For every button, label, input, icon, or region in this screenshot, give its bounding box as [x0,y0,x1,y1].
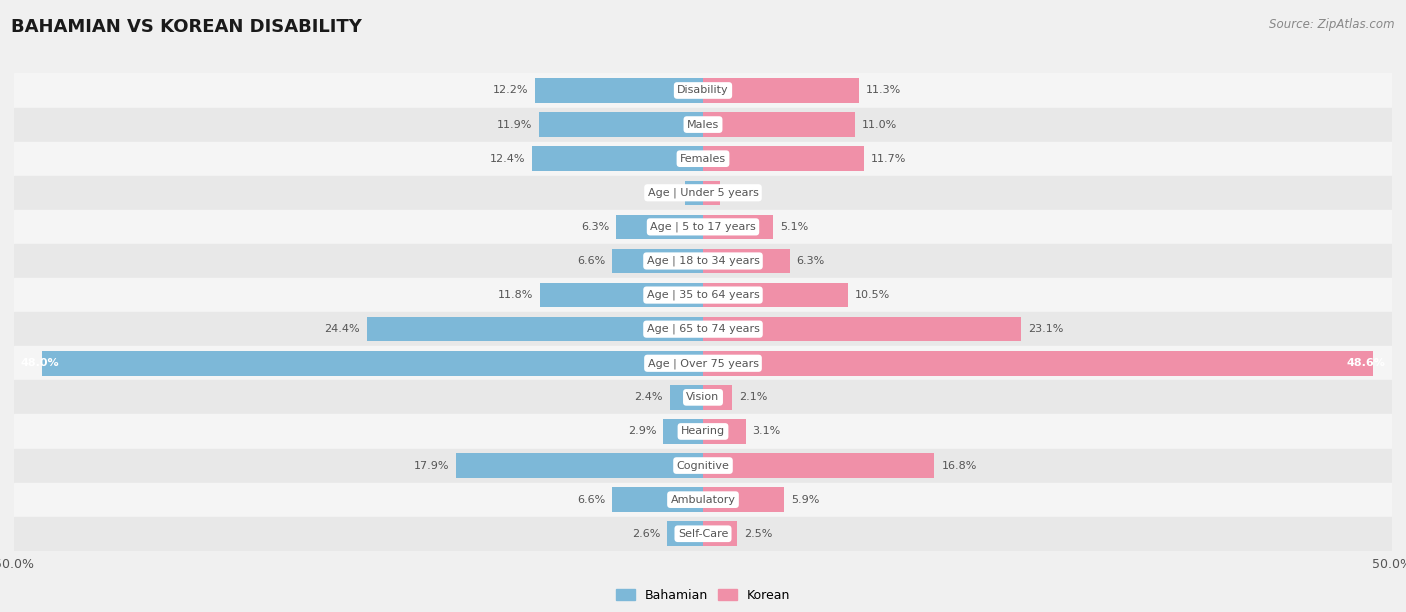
Bar [685,181,703,205]
Text: 2.4%: 2.4% [634,392,664,402]
Bar [14,108,1392,141]
Text: 2.6%: 2.6% [631,529,661,539]
Text: Females: Females [681,154,725,163]
Text: Age | 65 to 74 years: Age | 65 to 74 years [647,324,759,334]
Text: Age | Over 75 years: Age | Over 75 years [648,358,758,368]
Text: 23.1%: 23.1% [1028,324,1063,334]
Bar [703,419,745,444]
Bar [14,414,1392,449]
Bar [703,385,733,409]
Bar [612,248,703,273]
Text: 48.6%: 48.6% [1346,358,1385,368]
Text: Self-Care: Self-Care [678,529,728,539]
Bar [703,78,859,103]
Bar [703,113,855,137]
Text: BAHAMIAN VS KOREAN DISABILITY: BAHAMIAN VS KOREAN DISABILITY [11,18,363,36]
Text: 2.5%: 2.5% [744,529,773,539]
Bar [703,453,935,478]
Text: 3.1%: 3.1% [752,427,780,436]
Text: Age | 35 to 64 years: Age | 35 to 64 years [647,290,759,300]
Text: 17.9%: 17.9% [413,461,450,471]
Text: 11.0%: 11.0% [862,119,897,130]
Text: Age | 5 to 17 years: Age | 5 to 17 years [650,222,756,232]
Bar [14,483,1392,517]
Text: 48.0%: 48.0% [21,358,59,368]
Bar [14,141,1392,176]
Bar [668,521,703,546]
Text: Disability: Disability [678,86,728,95]
Text: 16.8%: 16.8% [942,461,977,471]
Bar [14,517,1392,551]
Bar [14,176,1392,210]
Bar [14,346,1392,380]
Bar [703,181,720,205]
Bar [616,215,703,239]
Text: 10.5%: 10.5% [855,290,890,300]
Bar [42,351,703,376]
Text: 2.1%: 2.1% [738,392,768,402]
Text: 5.1%: 5.1% [780,222,808,232]
Bar [14,312,1392,346]
Text: 12.4%: 12.4% [489,154,526,163]
Bar [540,283,703,307]
Text: 6.6%: 6.6% [576,256,605,266]
Bar [531,146,703,171]
Bar [703,351,1372,376]
Bar [538,113,703,137]
Bar [534,78,703,103]
Bar [703,146,865,171]
Text: 12.2%: 12.2% [492,86,529,95]
Bar [664,419,703,444]
Bar [457,453,703,478]
Text: Males: Males [688,119,718,130]
Text: 2.9%: 2.9% [627,427,657,436]
Text: Age | Under 5 years: Age | Under 5 years [648,187,758,198]
Text: 1.2%: 1.2% [727,188,755,198]
Bar [703,283,848,307]
Bar [14,380,1392,414]
Text: 6.3%: 6.3% [797,256,825,266]
Bar [14,210,1392,244]
Text: Ambulatory: Ambulatory [671,494,735,505]
Text: 11.9%: 11.9% [496,119,531,130]
Bar [669,385,703,409]
Bar [703,521,738,546]
Text: 6.6%: 6.6% [576,494,605,505]
Bar [14,449,1392,483]
Text: Age | 18 to 34 years: Age | 18 to 34 years [647,256,759,266]
Text: 5.9%: 5.9% [792,494,820,505]
Text: Cognitive: Cognitive [676,461,730,471]
Bar [14,244,1392,278]
Text: 11.7%: 11.7% [872,154,907,163]
Text: 1.3%: 1.3% [650,188,678,198]
Bar [703,248,790,273]
Bar [14,278,1392,312]
Bar [703,317,1021,341]
Bar [703,215,773,239]
Text: Source: ZipAtlas.com: Source: ZipAtlas.com [1270,18,1395,31]
Text: 24.4%: 24.4% [325,324,360,334]
Text: Hearing: Hearing [681,427,725,436]
Legend: Bahamian, Korean: Bahamian, Korean [612,584,794,606]
Bar [14,73,1392,108]
Bar [703,487,785,512]
Text: Vision: Vision [686,392,720,402]
Text: 6.3%: 6.3% [581,222,609,232]
Bar [612,487,703,512]
Bar [367,317,703,341]
Text: 11.8%: 11.8% [498,290,533,300]
Text: 11.3%: 11.3% [866,86,901,95]
